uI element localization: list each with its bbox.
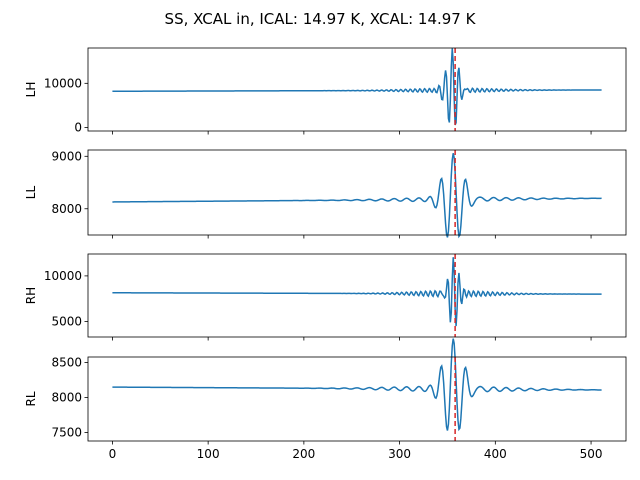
y-axis-label: LL xyxy=(24,186,38,200)
y-tick-label: 8500 xyxy=(51,356,82,370)
x-tick-label: 100 xyxy=(197,447,220,461)
y-tick-label: 5000 xyxy=(51,314,82,328)
series-line-lh xyxy=(112,48,602,126)
y-tick-label: 9000 xyxy=(51,149,82,163)
x-tick-label: 0 xyxy=(109,447,117,461)
x-tick-label: 500 xyxy=(580,447,603,461)
subplot-lh: 0 10000 LH xyxy=(24,47,627,135)
axes-frame xyxy=(87,356,627,442)
series-line-ll xyxy=(112,153,602,239)
subplots: 010000LH80009000LL500010000RH75008000850… xyxy=(24,47,627,461)
y-tick-label: 8000 xyxy=(51,391,82,405)
subplot-ll: 8000 9000 LL xyxy=(24,149,627,239)
subplot-rl: 7500 8000 8500 0 100 200 300 400 500 RL xyxy=(24,338,627,461)
y-tick-label: 10000 xyxy=(44,269,82,283)
x-tick-label: 400 xyxy=(484,447,507,461)
y-axis-label: RL xyxy=(24,391,38,406)
y-tick-label: 10000 xyxy=(44,76,82,90)
y-tick-label: 0 xyxy=(74,120,82,134)
y-axis-label: RH xyxy=(24,287,38,304)
y-tick-label: 8000 xyxy=(51,202,82,216)
y-tick-label: 7500 xyxy=(51,426,82,440)
axes-frame xyxy=(87,253,627,338)
x-tick-label: 300 xyxy=(388,447,411,461)
axes-frame xyxy=(87,149,627,236)
x-tick-label: 200 xyxy=(292,447,315,461)
series-line-rl xyxy=(112,338,602,432)
chart-title: SS, XCAL in, ICAL: 14.97 K, XCAL: 14.97 … xyxy=(165,10,477,28)
axes-frame xyxy=(87,47,627,132)
subplot-rh: 5000 10000 RH xyxy=(24,253,627,341)
series-line-rh xyxy=(112,257,602,327)
y-axis-label: LH xyxy=(24,82,38,98)
